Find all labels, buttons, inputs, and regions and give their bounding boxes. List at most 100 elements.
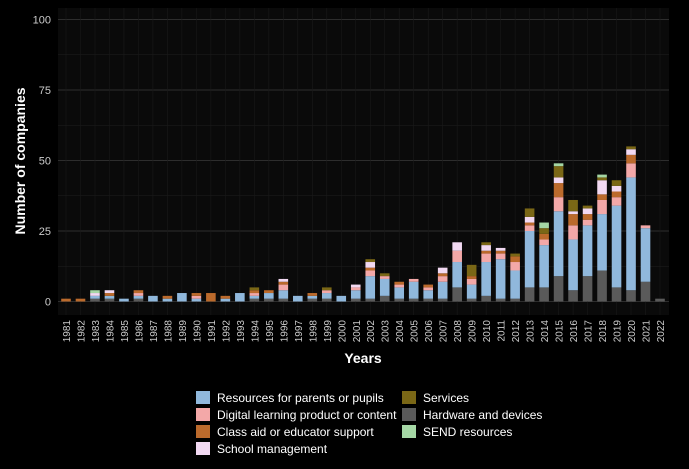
x-tick-label: 1998 xyxy=(308,320,319,343)
bar-segment xyxy=(61,298,71,302)
x-tick-label: 2003 xyxy=(381,320,392,343)
bar-segment xyxy=(539,222,549,229)
bar-segment xyxy=(90,298,100,302)
x-tick-label: 2013 xyxy=(526,320,537,343)
x-tick-label: 1988 xyxy=(163,320,174,343)
bar-segment xyxy=(495,259,506,299)
bar-segment xyxy=(365,298,376,302)
y-tick-label: 100 xyxy=(33,15,51,27)
x-tick-label: 1992 xyxy=(221,320,232,343)
bar-segment xyxy=(626,154,636,164)
x-tick-label: 2010 xyxy=(482,320,493,343)
bar-segment xyxy=(539,233,549,240)
bar-segment xyxy=(408,281,419,299)
bar-segment xyxy=(524,231,535,288)
bar-segment xyxy=(510,256,520,263)
y-axis-title: Number of companies xyxy=(12,87,28,234)
bar-segment xyxy=(568,239,578,291)
bar-segment xyxy=(568,225,578,240)
legend: Resources for parents or pupils Digital l… xyxy=(196,391,542,456)
bar-segment xyxy=(437,281,448,299)
bar-segment xyxy=(626,290,636,302)
bar-segment xyxy=(481,253,491,263)
bar-segment xyxy=(495,298,506,302)
bar-segment xyxy=(553,197,564,212)
bar-segment xyxy=(466,276,477,279)
bar-segment xyxy=(321,290,332,294)
x-tick-label: 2016 xyxy=(569,320,580,343)
x-tick-label: 1989 xyxy=(178,320,189,343)
legend-label: SEND resources xyxy=(423,425,512,439)
x-tick-label: 2006 xyxy=(424,320,435,343)
bar-segment xyxy=(611,287,622,302)
bar-segment xyxy=(539,228,549,234)
bar-segment xyxy=(582,208,593,215)
x-tick-label: 2009 xyxy=(468,320,479,343)
bar-segment xyxy=(379,273,390,277)
bar-segment xyxy=(307,295,318,299)
bar-segment xyxy=(336,295,347,302)
bar-segment xyxy=(90,295,100,299)
bar-segment xyxy=(408,298,419,302)
bar-segment xyxy=(249,293,260,296)
bar-segment xyxy=(640,281,651,302)
bar-segment xyxy=(553,177,564,184)
bar-segment xyxy=(626,177,636,291)
x-tick-label: 1995 xyxy=(265,320,276,343)
x-tick-label: 2011 xyxy=(497,320,508,342)
bar-segment xyxy=(104,295,115,299)
bar-segment xyxy=(597,180,607,195)
bar-segment xyxy=(249,290,260,294)
bar-segment xyxy=(423,298,433,302)
bar-segment xyxy=(423,290,433,299)
bar-segment xyxy=(611,205,622,288)
x-tick-label: 1981 xyxy=(62,320,73,343)
bar-segment xyxy=(365,267,376,271)
bar-segment xyxy=(133,290,144,294)
bar-segment xyxy=(626,163,636,178)
bar-segment xyxy=(350,298,361,302)
bar-segment xyxy=(365,276,376,299)
x-tick-label: 2000 xyxy=(337,320,348,343)
x-tick-label: 1997 xyxy=(294,320,305,343)
x-tick-label: 2021 xyxy=(642,320,653,343)
bar-segment xyxy=(191,295,202,299)
y-tick-label: 75 xyxy=(39,85,51,97)
bar-segment xyxy=(553,166,564,178)
bar-segment xyxy=(264,293,274,299)
bar-segment xyxy=(379,295,390,302)
legend-label: Services xyxy=(423,391,469,405)
bar-segment xyxy=(148,295,158,302)
bar-segment xyxy=(133,295,144,299)
bar-segment xyxy=(597,174,607,178)
bar-segment xyxy=(104,298,115,302)
bar-segment xyxy=(321,287,332,291)
bar-segment xyxy=(524,225,535,231)
bar-segment xyxy=(510,253,520,257)
bar-segment xyxy=(568,211,578,215)
bar-segment xyxy=(191,298,202,302)
x-tick-label: 1996 xyxy=(279,320,290,343)
bar-segment xyxy=(278,278,289,282)
x-tick-label: 2005 xyxy=(410,320,421,343)
bar-segment xyxy=(597,270,607,302)
bar-segment xyxy=(597,214,607,271)
bar-segment xyxy=(524,208,535,217)
bar-segment xyxy=(582,205,593,209)
bar-segment xyxy=(568,290,578,302)
bar-segment xyxy=(655,298,665,302)
x-tick-label: 2022 xyxy=(656,320,667,343)
bar-segment xyxy=(437,273,448,277)
bar-segment xyxy=(452,262,462,288)
bar-segment xyxy=(611,191,622,198)
bar-segment xyxy=(133,298,144,302)
bar-segment xyxy=(626,146,636,150)
x-tick-label: 2019 xyxy=(613,320,624,343)
bar-segment xyxy=(307,298,318,302)
bar-segment xyxy=(568,199,578,212)
bars xyxy=(61,146,665,302)
bar-segment xyxy=(177,293,187,302)
bar-segment xyxy=(350,284,361,288)
